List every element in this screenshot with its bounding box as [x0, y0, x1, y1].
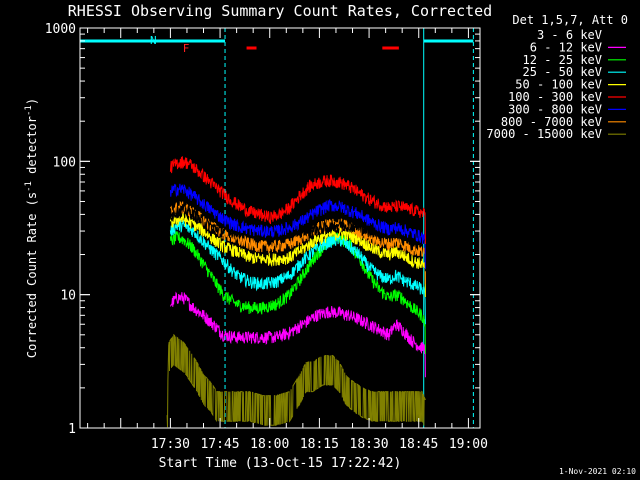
x-tick-label: 18:45 [399, 437, 438, 452]
chart-title: RHESSI Observing Summary Count Rates, Co… [68, 2, 492, 20]
series-line-6 [169, 183, 426, 269]
generated-timestamp: 1-Nov-2021 02:10 [559, 467, 636, 476]
series-line-1 [169, 291, 426, 378]
plot-frame [79, 27, 481, 429]
legend-label: 6 - 12 keV [530, 40, 602, 54]
legend-label: 800 - 7000 keV [501, 115, 602, 129]
y-tick-label: 1000 [45, 22, 76, 37]
legend-label: 300 - 800 keV [508, 102, 602, 116]
x-tick-label: 17:45 [200, 437, 239, 452]
legend-label: 25 - 50 keV [523, 65, 602, 79]
series-line-3 [169, 219, 426, 325]
x-tick-label: 18:15 [300, 437, 339, 452]
legend-label: 3 - 6 keV [537, 28, 602, 42]
flare-label: F [183, 42, 190, 55]
legend-label: 50 - 100 keV [515, 78, 602, 92]
legend-label: 12 - 25 keV [523, 53, 602, 67]
series-line-4 [169, 211, 426, 298]
legend-label: 100 - 300 keV [508, 90, 602, 104]
y-tick-label: 1 [68, 422, 76, 437]
legend-title: Det 1,5,7, Att 0 [512, 13, 628, 27]
x-tick-label: 19:00 [449, 437, 488, 452]
x-tick-label: 17:30 [151, 437, 190, 452]
x-tick-label: 18:00 [250, 437, 289, 452]
y-axis: 1000 100 10 1 [45, 22, 480, 437]
legend-label: 7000 - 15000 keV [486, 127, 602, 141]
series-line-5 [169, 156, 426, 245]
y-tick-label: 100 [53, 155, 76, 170]
night-label: N [150, 34, 157, 47]
x-tick-label: 18:30 [350, 437, 389, 452]
y-tick-label: 10 [60, 289, 76, 304]
series-layer [166, 156, 426, 428]
y-axis-label: Corrected Count Rate (s-1 detector-1) [24, 98, 39, 358]
series-line-2 [169, 231, 426, 354]
x-axis: 17:30 17:45 18:00 18:15 18:30 18:45 19:00 [87, 28, 488, 452]
series-line-8 [166, 333, 426, 428]
x-axis-label: Start Time (13-Oct-15 17:22:42) [159, 456, 402, 471]
